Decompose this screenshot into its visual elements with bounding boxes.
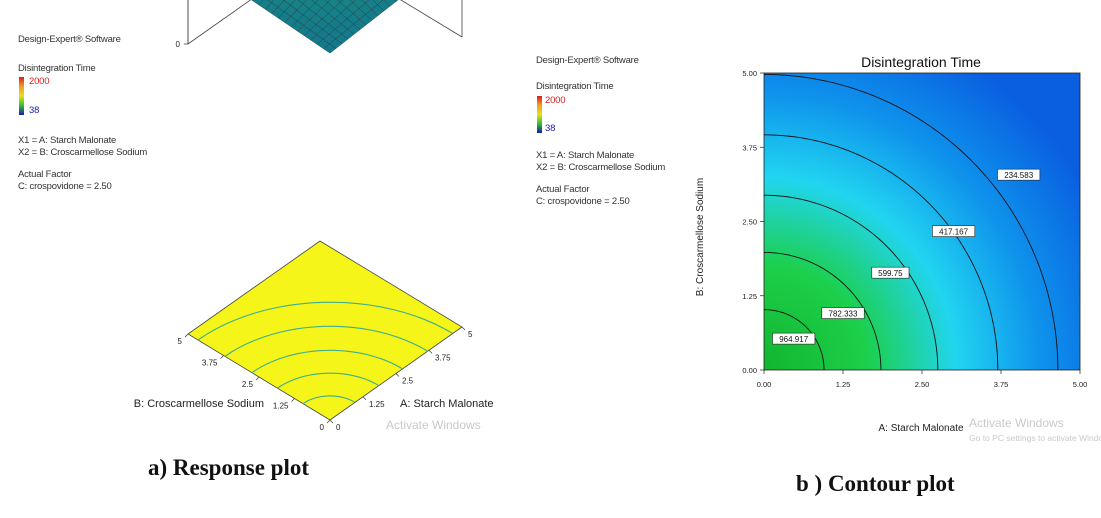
legend-min: 38 [545,123,556,134]
contour-label: 234.583 [1004,171,1033,180]
floor-projection [187,240,463,421]
a-tick-label: 5 [468,330,473,339]
a-tick-label: 0 [336,423,341,432]
x-tick-label: 1.25 [836,380,851,389]
x-tick-label: 2.50 [915,380,930,389]
x-tick-label: 5.00 [1073,380,1088,389]
a-tick [428,349,433,354]
floor-contour-line [224,325,428,357]
a-tick-label: 3.75 [435,353,451,362]
response-surface-plot: 03006009001200Disintegration Time01.252.… [134,0,494,432]
contour-line [764,309,825,370]
a-tick-label: 1.25 [369,400,385,409]
legend-min: 38 [29,105,40,116]
contour-plot-area [763,72,1081,371]
contour-label-box [772,332,816,345]
b-tick-label: 0 [320,423,325,432]
floor-contour-line [277,372,380,389]
legend-max: 2000 [545,95,566,106]
contour-line [764,194,939,370]
actual-factor-title: Actual Factor [18,169,72,180]
contour-label: 782.333 [829,310,858,319]
contour-label-box [932,225,976,237]
z-tick-label: 0 [176,40,181,49]
b-tick-label: 5 [178,337,183,346]
b-tick-label: 1.25 [273,402,289,411]
contour-xlabel: A: Starch Malonate [878,423,963,434]
b-tick [184,333,189,338]
panel-b-info: Design-Expert® Software Disintegration T… [536,55,639,93]
y-tick-label: 1.25 [742,292,757,301]
contour-line [764,74,1059,370]
actual-factor-value: C: crospovidone = 2.50 [536,196,630,207]
contour-plot: Disintegration Time 964.917 782.333 599.75… [695,54,1088,434]
contour-label-box [821,307,865,319]
a-axis-label: A: Starch Malonate [400,398,494,410]
factor-x1: X1 = A: Starch Malonate [18,135,117,146]
contour-label: 417.167 [939,228,968,237]
contour-label: 964.917 [779,335,808,344]
watermark-right: Activate Windows [969,416,1064,430]
b-tick [326,419,331,424]
floor-contour-line [251,349,403,374]
b-tick-label: 2.5 [242,380,254,389]
surface-mesh [251,0,399,54]
factor-x2: X2 = B: Croscarmellose Sodium [536,162,666,173]
software-label: Design-Expert® Software [536,55,639,66]
contour-label-box [871,266,910,279]
y-tick-label: 2.50 [742,218,757,227]
response-name: Disintegration Time [536,81,614,92]
b-axis-label: B: Croscarmellose Sodium [134,398,264,410]
y-tick-label: 3.75 [742,143,757,152]
floor-contour-line [302,395,356,405]
a-tick-label: 2.5 [402,377,414,386]
back-floor-edge [187,0,463,45]
contour-label-box [997,168,1041,181]
actual-factor-title: Actual Factor [536,184,590,195]
x-tick-label: 0.00 [757,380,772,389]
floor-contour-line [197,301,454,341]
y-tick-label: 5.00 [742,69,757,78]
legend-max: 2000 [29,76,50,87]
caption-b: b ) Contour plot [796,471,955,496]
software-label: Design-Expert® Software [18,34,121,45]
contour-line [764,134,999,370]
caption-a: a) Response plot [148,455,310,480]
factor-list: X1 = A: Starch Malonate X2 = B: Croscarm… [536,150,665,208]
x-tick-label: 3.75 [994,380,1009,389]
watermark-left: Activate Windows [386,418,481,432]
contour-line [764,251,882,370]
a-tick [329,419,334,424]
b-tick [291,398,295,402]
color-legend-bar [537,96,542,133]
color-legend-bar [19,77,24,115]
a-tick [362,396,367,401]
factor-list: X1 = A: Starch Malonate X2 = B: Croscarm… [18,135,147,193]
a-tick [461,326,466,331]
actual-factor-value: C: crospovidone = 2.50 [18,181,112,192]
factor-x1: X1 = A: Starch Malonate [536,150,635,161]
contour-title: Disintegration Time [861,54,981,70]
a-tick [395,373,400,377]
contour-ylabel: B: Croscarmellose Sodium [695,178,706,296]
factor-x2: X2 = B: Croscarmellose Sodium [18,147,148,158]
contour-label: 599.75 [878,269,903,278]
response-name: Disintegration Time [18,63,96,74]
b-tick [255,376,260,381]
panel-a-info: Design-Expert® Software Disintegration T… [18,34,121,75]
y-tick-label: 0.00 [742,366,757,375]
b-tick-label: 3.75 [202,359,218,368]
watermark-right-sub: Go to PC settings to activate Windows. [969,433,1101,443]
b-tick [220,355,224,359]
